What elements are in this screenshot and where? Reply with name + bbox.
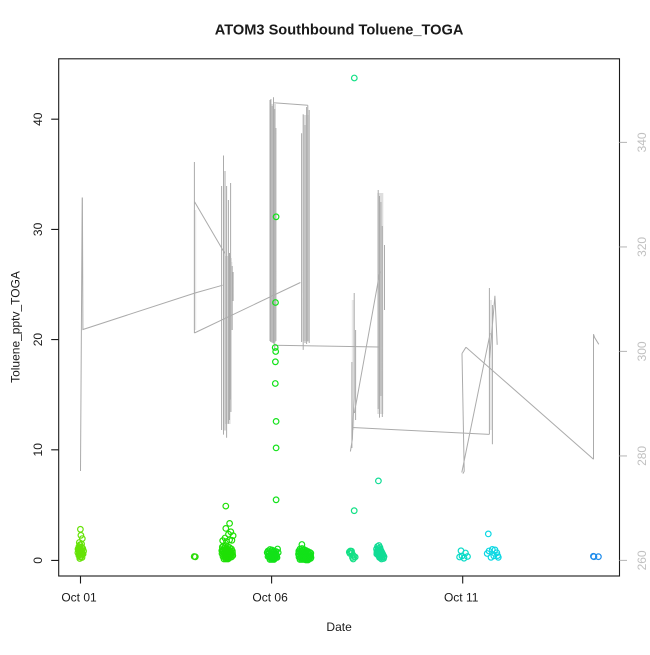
- svg-text:260: 260: [635, 550, 649, 570]
- svg-text:40: 40: [31, 112, 45, 126]
- svg-text:0: 0: [31, 557, 45, 564]
- svg-text:20: 20: [31, 333, 45, 347]
- svg-text:280: 280: [635, 446, 649, 466]
- svg-text:30: 30: [31, 222, 45, 236]
- svg-text:340: 340: [635, 132, 649, 152]
- svg-text:Oct 01: Oct 01: [61, 590, 97, 604]
- svg-text:10: 10: [31, 443, 45, 457]
- svg-text:Oct 11: Oct 11: [444, 590, 479, 604]
- svg-text:Oct 06: Oct 06: [252, 590, 288, 604]
- svg-text:Date: Date: [326, 620, 352, 634]
- svg-text:ATOM3 Southbound Toluene_TOGA: ATOM3 Southbound Toluene_TOGA: [215, 23, 464, 39]
- svg-text:320: 320: [635, 237, 649, 257]
- svg-text:300: 300: [635, 341, 649, 361]
- svg-text:Toluene_pptv_TOGA: Toluene_pptv_TOGA: [9, 271, 23, 383]
